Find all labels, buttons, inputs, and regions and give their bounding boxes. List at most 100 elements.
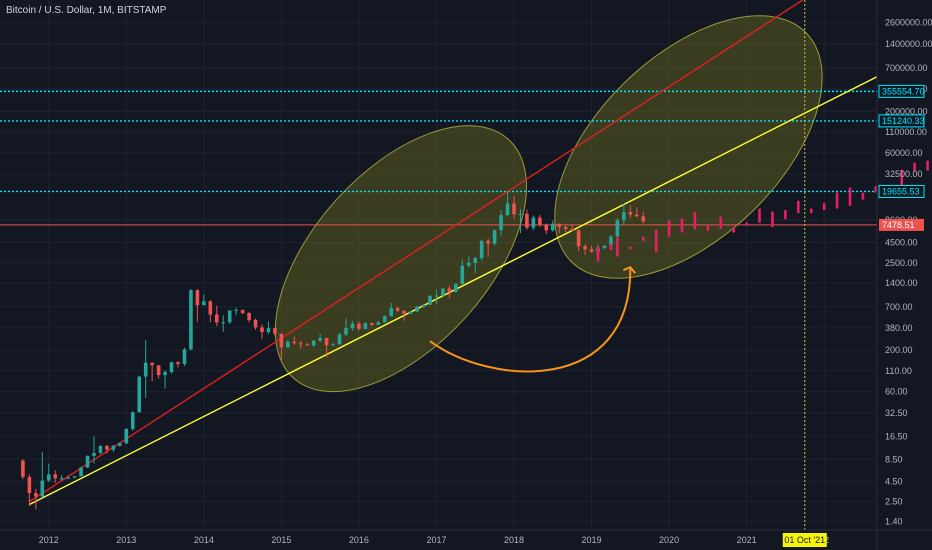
price-tick-label: 2.50 (885, 497, 903, 507)
price-tick-label: 700000.00 (885, 63, 928, 73)
candle-body (59, 478, 64, 480)
candle-body (505, 203, 510, 216)
projection-bar (745, 222, 748, 226)
candle-body (72, 476, 77, 478)
candle-body (305, 344, 310, 346)
time-tick-label: 2016 (349, 535, 369, 545)
time-tick-label: 2017 (426, 535, 446, 545)
candle-body (111, 445, 116, 450)
time-tick-label: 2018 (504, 535, 524, 545)
projection-bar (758, 208, 761, 223)
candle-body (544, 224, 549, 231)
candle-body (130, 412, 135, 430)
price-tick-label: 60000.00 (885, 148, 923, 158)
candle-body (634, 214, 639, 217)
projection-bar (654, 229, 658, 253)
arrow-curve (429, 267, 632, 373)
candle-body (518, 213, 523, 215)
price-tick-label: 2500.00 (885, 258, 918, 268)
price-tick-label: 200.00 (885, 345, 913, 355)
candle-body (221, 322, 226, 324)
price-tick-label: 32.50 (885, 408, 908, 418)
candle-body (227, 310, 232, 323)
candle-body (492, 230, 497, 244)
projection-bar (732, 227, 735, 233)
candle-body (486, 240, 490, 244)
candle-body (370, 323, 374, 325)
candle-body (163, 372, 167, 376)
candle-body (408, 311, 413, 314)
candle-body (583, 246, 587, 250)
candle-body (247, 312, 251, 320)
date-badge (782, 533, 827, 547)
time-tick-label: 2021 (737, 535, 757, 545)
candle-body (189, 290, 193, 350)
price-badges: 355554.70 151240.33 19655.53 7478.51 01 Oct … (782, 84, 925, 547)
candle-body (602, 245, 607, 249)
time-axis[interactable]: 2012 2013 2014 2015 2016 2017 2018 2019 2020 2021… (0, 529, 932, 545)
candle-body (79, 467, 83, 477)
candle-body (105, 445, 109, 450)
candle-body (576, 230, 581, 247)
price-tick-label: 1.40 (885, 517, 903, 527)
candle-body (434, 295, 439, 297)
time-tick-label: 2012 (39, 535, 59, 545)
projection-bar (629, 246, 632, 250)
candle-body (118, 443, 122, 446)
chart-title: Bitcoin / U.S. Dollar, 1M, BITSTAMP (6, 5, 167, 16)
horizontal-levels (0, 90, 877, 226)
candle-body (344, 328, 348, 335)
projection-bar (771, 211, 774, 228)
candle-body (53, 474, 58, 479)
candle-body (195, 290, 200, 306)
time-tick-label: 2013 (116, 535, 136, 545)
candle-body (137, 376, 142, 413)
price-badge (879, 218, 924, 231)
projection-bar (913, 162, 916, 172)
candle-body (27, 476, 32, 494)
candle-body (525, 213, 529, 228)
candle-body (214, 314, 219, 323)
time-tick-label: 2020 (659, 535, 679, 545)
candle-body (260, 327, 264, 332)
projection-bar (822, 203, 826, 211)
grid (0, 0, 877, 530)
projection-bar (797, 200, 800, 214)
candle-body (156, 365, 161, 376)
candle-body (570, 229, 574, 231)
candle-body (169, 362, 174, 373)
price-badge (878, 114, 925, 128)
price-tick-label: 32500.00 (885, 169, 923, 179)
price-tick-label: 2600000.00 (885, 18, 932, 28)
candle-body (234, 309, 238, 311)
price-badge (878, 84, 925, 98)
candle-body (538, 217, 542, 225)
candle-body (273, 328, 277, 334)
candle-body (331, 344, 335, 346)
candle-body (253, 319, 258, 328)
yellow-trendline (29, 76, 878, 506)
projection-bar (784, 210, 787, 220)
candle-body (454, 284, 458, 292)
projection-bar (861, 192, 865, 200)
candle-body (421, 304, 426, 307)
projection-bar (680, 218, 684, 233)
candle-body (402, 310, 406, 314)
candle-body (182, 349, 187, 364)
projection-bar (874, 186, 878, 193)
candle-body (357, 323, 361, 329)
candle-body (311, 340, 316, 346)
projection-bar (596, 246, 600, 262)
candle-body (318, 337, 322, 341)
candle-body (66, 477, 70, 479)
price-tick-label: 16.50 (885, 431, 908, 441)
price-tick-label: 700.00 (885, 302, 913, 312)
candle-body (499, 215, 503, 231)
highlight-ellipse (274, 125, 527, 393)
candle-body (563, 227, 568, 230)
candle-body (350, 323, 355, 329)
candle-body (415, 306, 419, 312)
projection-bar (706, 225, 710, 231)
time-tick-label: 2015 (271, 535, 291, 545)
